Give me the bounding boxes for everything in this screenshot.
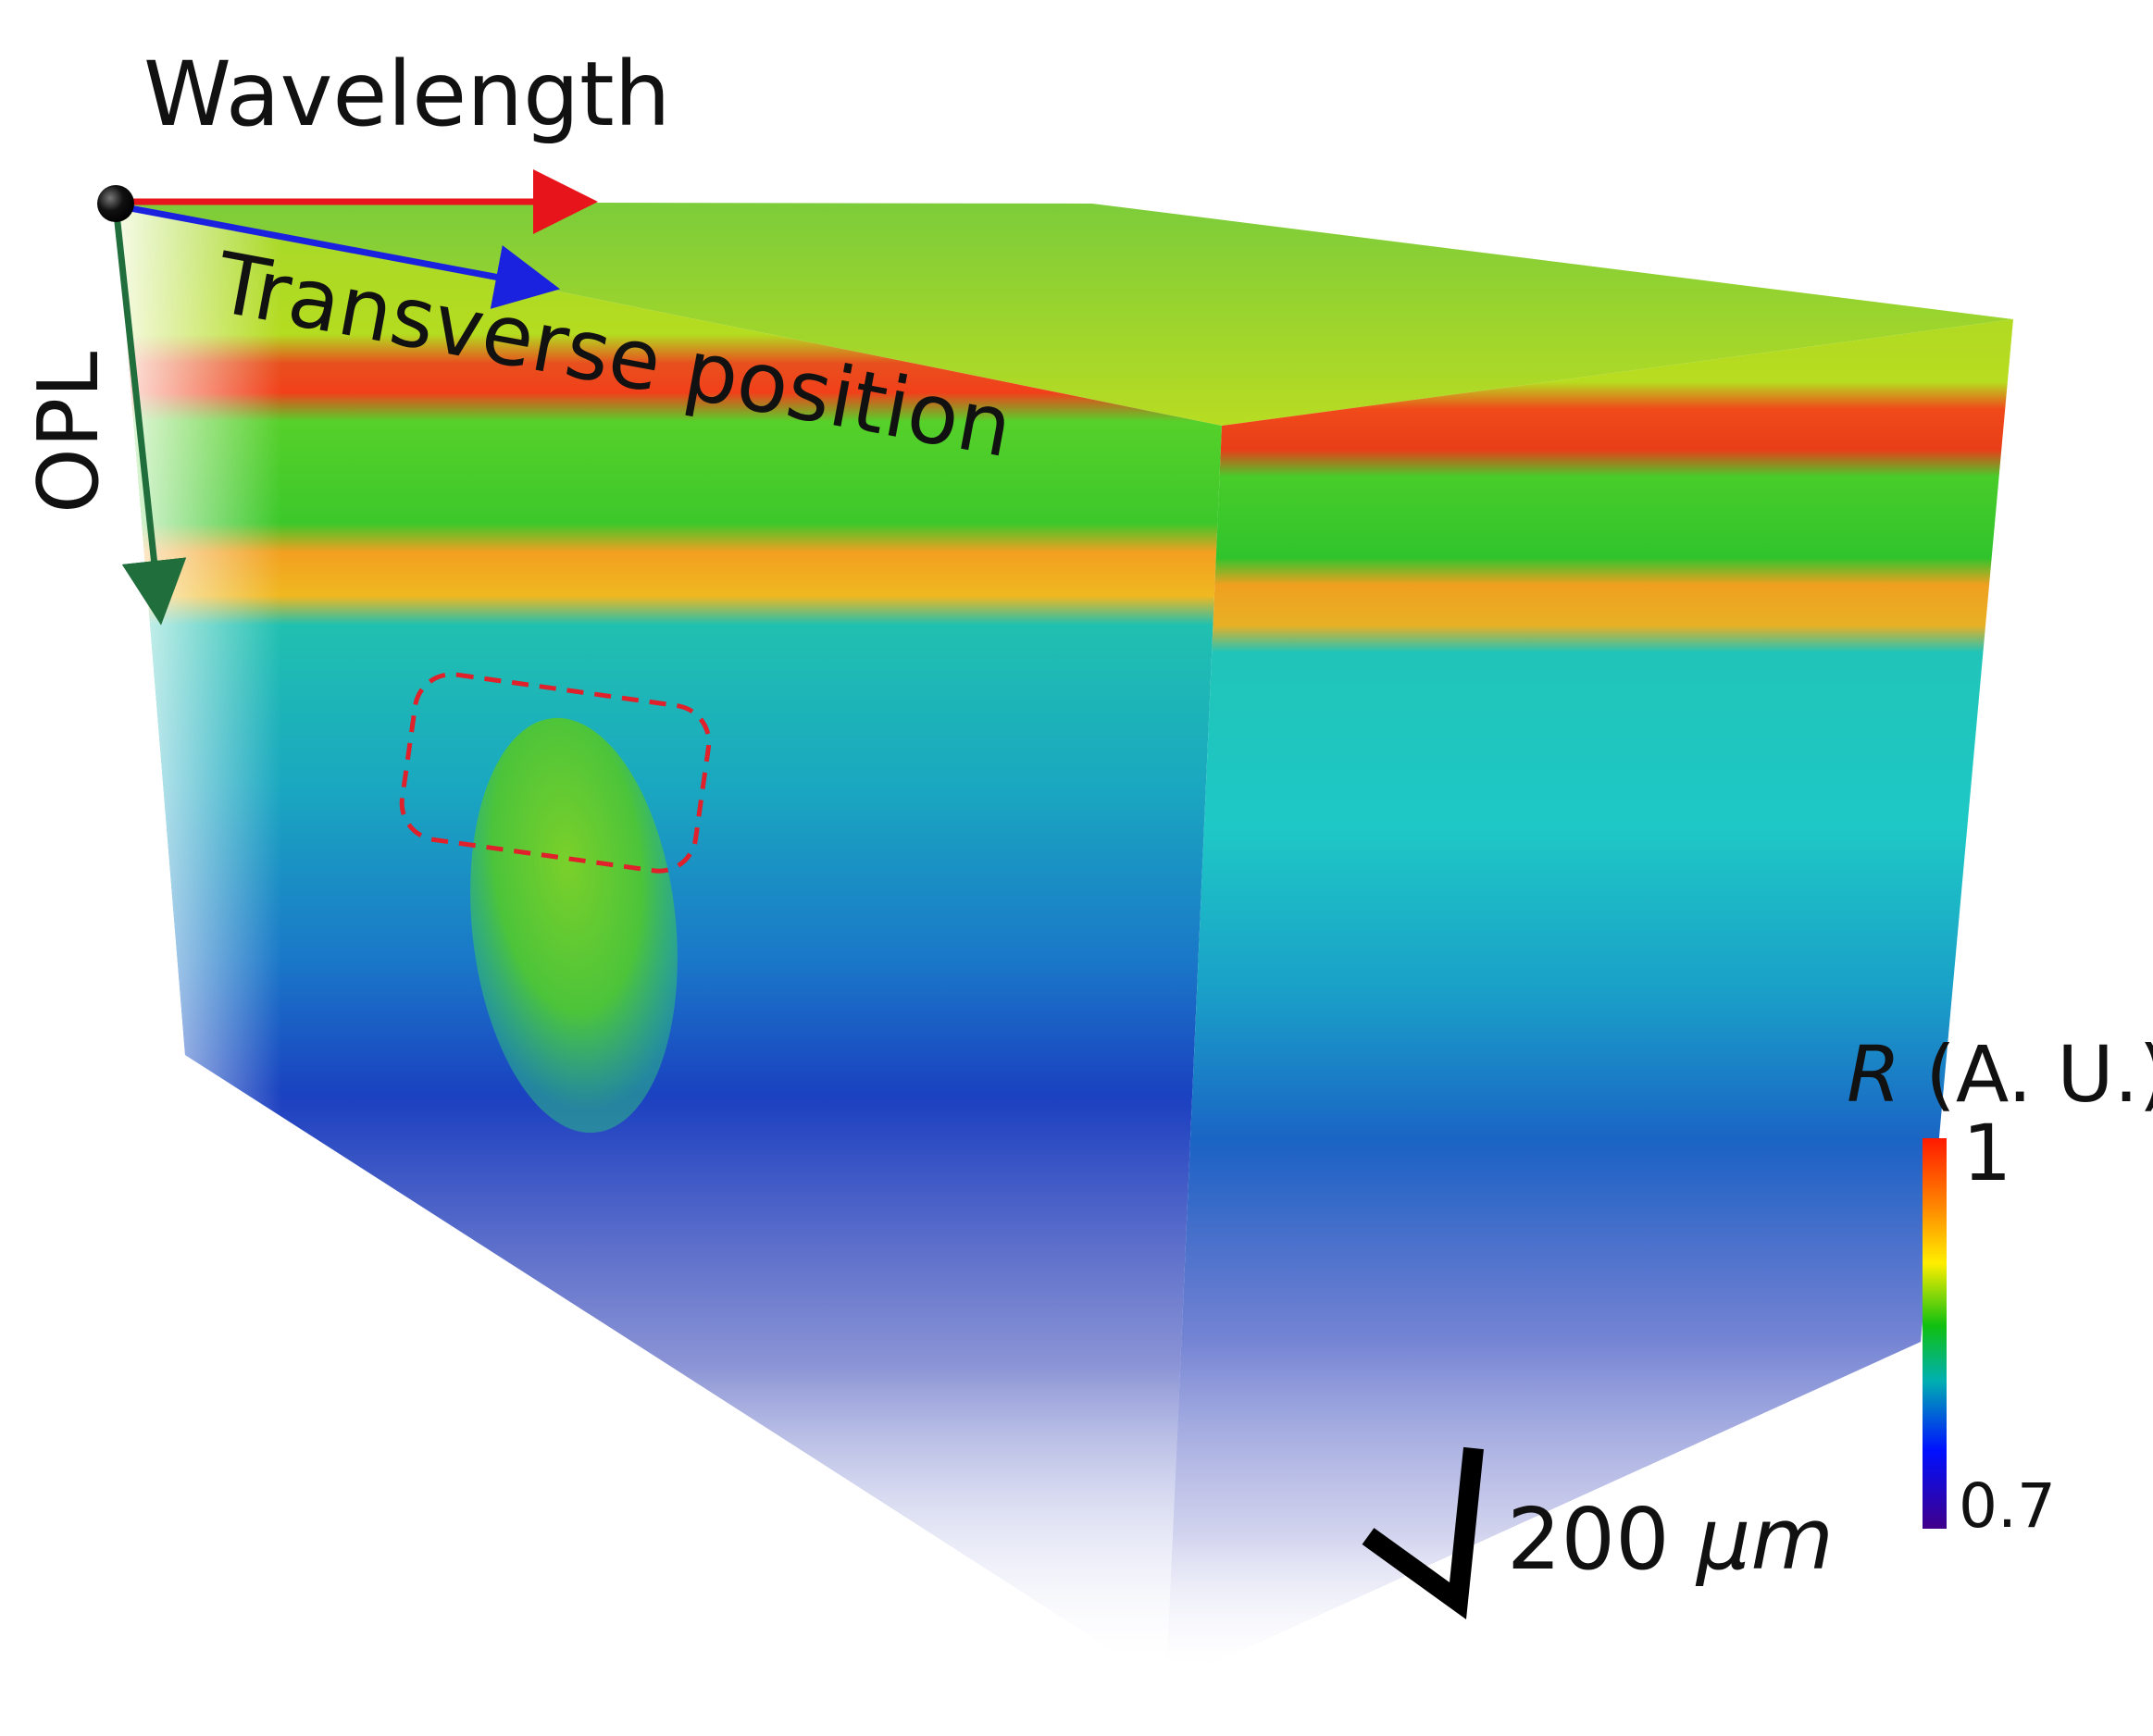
volume-block	[116, 202, 2013, 1684]
scale-bar: 200 μm	[1362, 1446, 1834, 1620]
colorbar: R (A. U.) 1 0.7	[1847, 1029, 2153, 1542]
scale-bar-mark	[1362, 1446, 1484, 1620]
axis-triad	[97, 169, 598, 626]
volume-top-face	[116, 202, 2013, 426]
colorbar-max-label: 1	[1962, 1108, 2011, 1198]
origin-point	[97, 185, 134, 222]
wavelength-label: Wavelength	[143, 43, 670, 146]
svg-text:R (A. U.): R (A. U.)	[1847, 1029, 2153, 1120]
opl-arrow	[112, 205, 187, 626]
svg-text:200 μm: 200 μm	[1507, 1490, 1834, 1589]
colorbar-gradient	[1923, 1138, 1947, 1529]
colorbar-title-unit: (A. U.)	[1925, 1029, 2153, 1120]
scale-bar-value: 200	[1507, 1490, 1670, 1589]
colorbar-title-var: R	[1847, 1029, 1900, 1120]
transverse-arrow	[115, 202, 561, 309]
colorbar-min-label: 0.7	[1959, 1470, 2056, 1542]
scale-bar-unit: μm	[1695, 1490, 1834, 1589]
opl-label: OPL	[20, 352, 118, 514]
inclusion-blob	[470, 717, 678, 1134]
highlight-box	[399, 672, 712, 874]
